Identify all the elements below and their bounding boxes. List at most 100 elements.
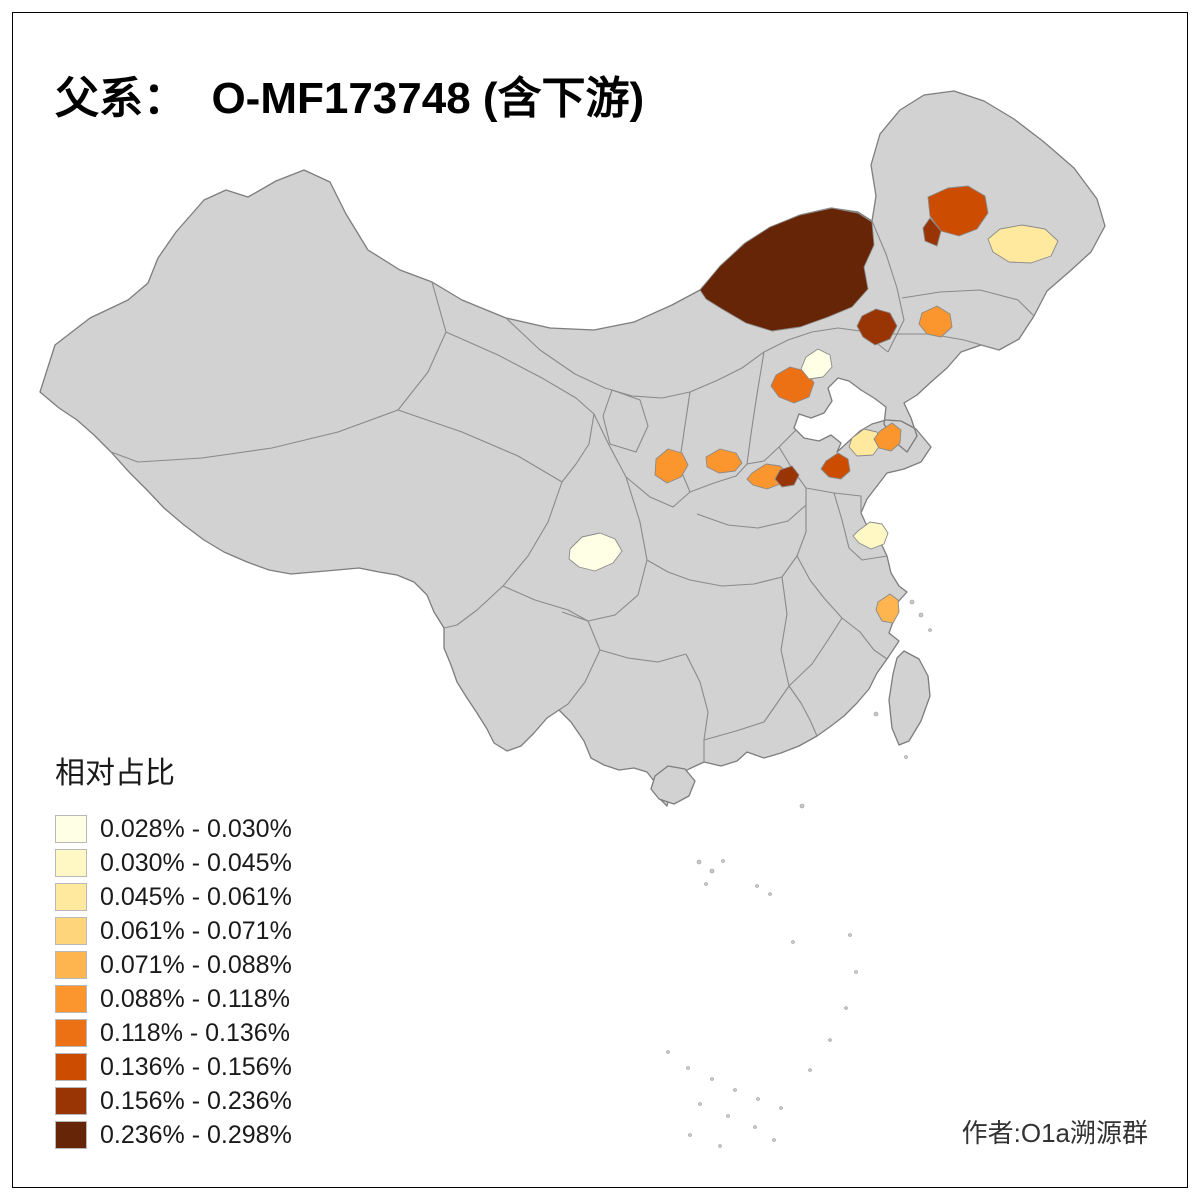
island-dot <box>918 612 924 618</box>
legend-swatch <box>55 1121 87 1149</box>
border-ningxia <box>602 389 649 453</box>
legend: 相对占比 0.028% - 0.030% 0.030% - 0.045% 0.0… <box>55 748 292 1152</box>
legend-label: 0.071% - 0.088% <box>100 950 292 979</box>
border-jiangxi-fujian <box>788 617 843 687</box>
border-guizhou-guangxi <box>599 649 687 663</box>
border-hebei-shandong <box>746 429 797 465</box>
region-hebei-northwest <box>770 366 815 404</box>
highlighted-regions <box>568 185 1059 624</box>
border-anhui-zhejiang <box>796 555 843 619</box>
legend-row: 0.030% - 0.045% <box>55 846 292 880</box>
island-dot <box>688 1133 692 1137</box>
border-tibet-north <box>397 409 563 483</box>
region-liaoning-central <box>918 305 953 338</box>
legend-swatch <box>55 883 87 911</box>
border-gansu-shaanxi <box>593 413 691 508</box>
legend-swatch <box>55 1053 87 1081</box>
region-jiangsu-central <box>852 521 889 550</box>
legend-label: 0.061% - 0.071% <box>100 916 292 945</box>
island-dot <box>666 1050 670 1054</box>
border-guangdong-north <box>703 685 790 741</box>
island-dot <box>721 859 725 863</box>
island-dot <box>808 1068 812 1072</box>
region-shandong-peninsula-west <box>848 428 882 457</box>
taiwan-island <box>888 650 931 746</box>
small-islands <box>666 599 932 1148</box>
border-chongqing-hubei <box>646 559 691 581</box>
island-dot <box>873 711 879 717</box>
hainan-island <box>650 765 696 805</box>
legend-title: 相对占比 <box>55 757 175 790</box>
island-dot <box>828 1038 832 1042</box>
legend-row: 0.236% - 0.298% <box>55 1118 292 1152</box>
island-dot <box>718 1144 722 1148</box>
island-dot <box>928 628 932 632</box>
legend-row: 0.045% - 0.061% <box>55 880 292 914</box>
legend-label: 0.236% - 0.298% <box>100 1120 292 1149</box>
island-dot <box>848 933 852 937</box>
legend-label: 0.156% - 0.236% <box>100 1086 292 1115</box>
legend-swatch <box>55 951 87 979</box>
island-dot <box>854 970 858 974</box>
island-dot <box>799 803 805 809</box>
legend-label: 0.118% - 0.136% <box>100 1018 290 1047</box>
border-sichuan-yunnan <box>502 585 589 622</box>
island-dot <box>686 1066 690 1070</box>
island-dot <box>791 940 795 944</box>
border-jiangsu-anhui <box>833 492 888 561</box>
border-inner-mongolia-northeast <box>871 220 905 353</box>
legend-row: 0.118% - 0.136% <box>55 1016 292 1050</box>
region-shanxi-south <box>705 448 743 474</box>
legend-row: 0.071% - 0.088% <box>55 948 292 982</box>
border-fujian-guangdong <box>788 685 818 737</box>
border-guangxi-guangdong <box>685 653 709 762</box>
island-dot <box>755 884 759 888</box>
island-dot <box>904 755 908 759</box>
island-dot <box>710 1077 714 1081</box>
island-dot <box>756 1097 760 1101</box>
legend-row: 0.061% - 0.071% <box>55 914 292 948</box>
border-zhejiang-fujian <box>841 617 888 660</box>
legend-row: 0.136% - 0.156% <box>55 1050 292 1084</box>
island-dot <box>909 599 915 605</box>
legend-row: 0.028% - 0.030% <box>55 812 292 846</box>
region-shandong-west <box>820 452 851 480</box>
border-xinjiang-east <box>110 281 447 463</box>
border-qinghai-north <box>445 331 595 415</box>
island-dot <box>698 1102 702 1106</box>
legend-swatch <box>55 1019 87 1047</box>
province-borders <box>110 220 1035 762</box>
region-sichuan-chengdu <box>568 532 623 572</box>
border-henan-south <box>696 488 807 529</box>
legend-swatch <box>55 1087 87 1115</box>
island-dot <box>733 1088 737 1092</box>
region-henan-northeast <box>774 465 800 488</box>
island-dot <box>779 1106 783 1110</box>
legend-label: 0.028% - 0.030% <box>100 814 292 843</box>
border-hebei-shanxi <box>746 351 765 465</box>
region-zhejiang-east <box>875 593 900 624</box>
legend-swatch <box>55 917 87 945</box>
island-dot <box>704 882 708 886</box>
attribution: 作者:O1a溯源群 <box>961 1118 1148 1148</box>
border-hunan-jiangxi <box>780 576 790 687</box>
island-dot <box>696 859 702 865</box>
legend-swatch <box>55 815 87 843</box>
region-shandong-peninsula-east <box>873 422 902 452</box>
legend-swatch <box>55 849 87 877</box>
legend-row: 0.156% - 0.236% <box>55 1084 292 1118</box>
border-shanxi-south <box>689 463 748 493</box>
border-qinghai-east <box>561 413 595 483</box>
region-beijing <box>800 348 833 380</box>
legend-label: 0.136% - 0.156% <box>100 1052 292 1081</box>
region-heilongjiang-west <box>927 185 989 237</box>
region-inner-mongolia-xilingol <box>699 207 875 332</box>
island-dot <box>709 868 715 874</box>
legend-label: 0.045% - 0.061% <box>100 882 292 911</box>
region-heilongjiang-harbin-area <box>987 224 1059 264</box>
island-dot <box>772 1138 776 1142</box>
region-heilongjiang-west-south <box>922 217 942 247</box>
legend-row: 0.088% - 0.118% <box>55 982 292 1016</box>
